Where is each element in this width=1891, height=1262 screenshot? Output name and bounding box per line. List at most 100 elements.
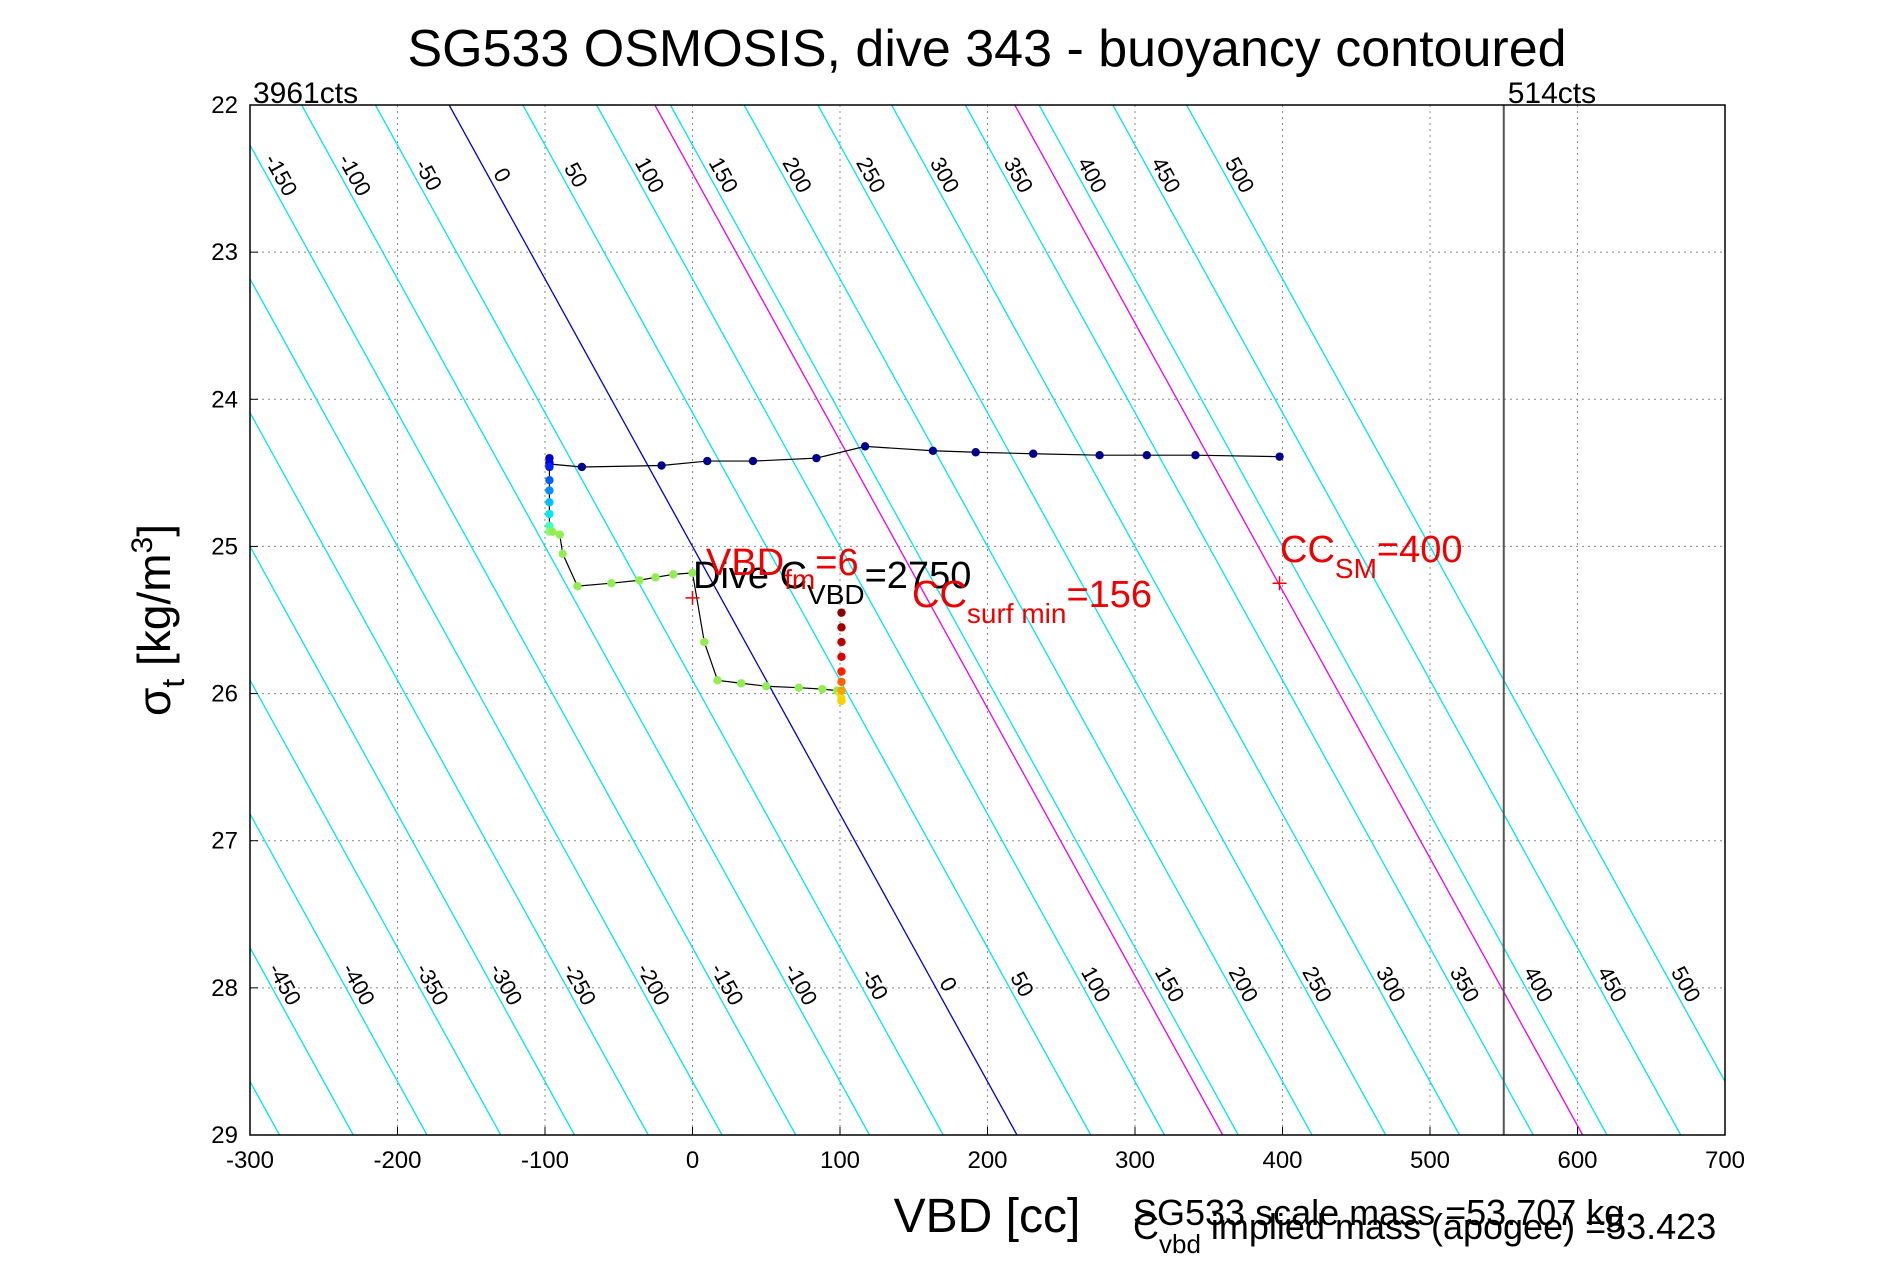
dive-point <box>688 568 697 578</box>
dive-point <box>1142 451 1152 460</box>
dive-point <box>545 462 554 472</box>
contour-line <box>1186 105 1725 1083</box>
dive-point <box>762 682 771 691</box>
dive-point <box>818 684 827 694</box>
dive-point <box>837 686 846 695</box>
y-tick-label: 29 <box>211 1122 238 1149</box>
contour-line <box>374 105 944 1135</box>
annotation-vbd-fm-sub: fm <box>784 564 815 595</box>
contour-line <box>250 678 502 1135</box>
annotation-dive-c: Dive CVBD=2750 <box>693 555 971 610</box>
dive-point <box>607 579 616 588</box>
dive-point <box>812 453 821 463</box>
annotation-dive-c-prefix: Dive C <box>693 555 807 597</box>
footer-implied-rest: implied mass (apogee) =53.423 <box>1201 1206 1716 1247</box>
contour-line <box>522 105 1092 1135</box>
x-tick-label: 400 <box>1262 1147 1302 1174</box>
y-tick-label: 25 <box>211 533 238 560</box>
chart-title: SG533 OSMOSIS, dive 343 - buoyancy conto… <box>407 20 1566 78</box>
x-tick-label: -200 <box>373 1147 421 1174</box>
dive-point <box>1275 452 1284 461</box>
annotation-cc-sm-sub: SM <box>1335 553 1377 584</box>
annotation-cc-surf-min-prefix: CC <box>912 574 967 616</box>
y-tick-label: 23 <box>211 239 238 266</box>
x-axis-label: VBD [cc] <box>894 1190 1081 1243</box>
contour-line <box>250 812 428 1135</box>
annotation-vbd-fm: VBDfm=6 <box>706 542 859 595</box>
dive-point <box>577 462 587 472</box>
y-axis-label-sup: 3 <box>126 537 159 554</box>
dive-point <box>736 679 746 688</box>
contour-line <box>669 105 1239 1135</box>
annotation-cc-sm: CCSM=400 <box>1280 529 1462 584</box>
contour-line <box>817 105 1387 1135</box>
x-tick-label: 600 <box>1557 1147 1597 1174</box>
dive-point <box>860 442 870 451</box>
contour-line <box>250 411 649 1135</box>
contour-line <box>448 105 1018 1135</box>
footer-implied-mass: Cvbd implied mass (apogee) =53.423 <box>1133 1206 1716 1259</box>
dive-point <box>837 623 846 632</box>
dive-point <box>837 696 846 706</box>
dive-point <box>545 486 554 495</box>
dive-points <box>545 442 1284 706</box>
dive-point <box>713 676 722 685</box>
contour-line <box>1112 105 1682 1135</box>
annotation-dive-c-sub: VBD <box>807 579 865 610</box>
buoyancy-contours <box>250 105 1725 1135</box>
reference-marker <box>685 590 700 605</box>
reference-marker <box>1272 576 1287 591</box>
annotation-cc-sm-value: =400 <box>1377 529 1463 571</box>
x-tick-label: -300 <box>226 1147 274 1174</box>
magenta-contour-line <box>1014 105 1584 1135</box>
dive-point <box>837 608 846 617</box>
dive-point <box>700 637 709 647</box>
annotation-cc-surf-min: CCsurf min=156 <box>912 574 1152 629</box>
contour-line <box>743 105 1313 1135</box>
dive-point <box>748 456 758 466</box>
x-tick-label: 700 <box>1705 1147 1745 1174</box>
y-axis-label-sub: t <box>155 679 191 688</box>
contour-line <box>250 545 576 1135</box>
magenta-contour-line <box>654 105 1224 1135</box>
dive-point <box>794 683 803 692</box>
dive-point <box>703 456 712 466</box>
dive-point <box>545 476 554 485</box>
x-tick-label: 200 <box>967 1147 1007 1174</box>
annotation-cc-sm-prefix: CC <box>1280 529 1335 571</box>
annotation-cc-surf-min-sub: surf min <box>967 598 1067 629</box>
dive-point <box>837 667 846 676</box>
dive-point <box>573 581 582 591</box>
dive-point <box>928 446 938 455</box>
y-tick-label: 27 <box>211 828 238 855</box>
footer-scale-mass: SG533 scale mass =53.707 kg <box>1133 1192 1624 1233</box>
contour-line <box>1038 105 1608 1135</box>
y-tick-label: 24 <box>211 386 238 413</box>
x-tick-labels: -300 -200 -100 0 100 200 300 400 500 600 700 <box>226 1127 1745 1174</box>
dive-point <box>837 652 846 661</box>
y-axis-label: σt [kg/m3] <box>126 524 191 716</box>
dive-point <box>1191 451 1200 460</box>
y-tick-label: 22 <box>211 92 238 119</box>
dive-point <box>669 570 678 579</box>
y-tick-label: 26 <box>211 681 238 708</box>
dive-point <box>545 509 554 519</box>
x-tick-label: 500 <box>1410 1147 1450 1174</box>
footer-implied-prefix: C <box>1133 1206 1159 1247</box>
x-tick-label: 100 <box>820 1147 860 1174</box>
contour-line <box>250 946 354 1135</box>
annotation-cc-surf-min-value: =156 <box>1066 574 1152 616</box>
annotation-vbd-fm-value: =6 <box>815 542 858 584</box>
y-axis-label-units: [kg/m <box>128 553 180 678</box>
dive-point <box>837 637 846 647</box>
dive-point <box>635 576 644 585</box>
dive-point <box>1095 451 1104 460</box>
annotation-vbd-fm-prefix: VBD <box>706 542 784 584</box>
dive-point <box>548 527 557 536</box>
x-tick-label: -100 <box>521 1147 569 1174</box>
dive-point <box>545 498 554 507</box>
x-tick-label: 0 <box>686 1147 699 1174</box>
dive-point <box>651 573 660 582</box>
dive-point <box>558 549 567 558</box>
